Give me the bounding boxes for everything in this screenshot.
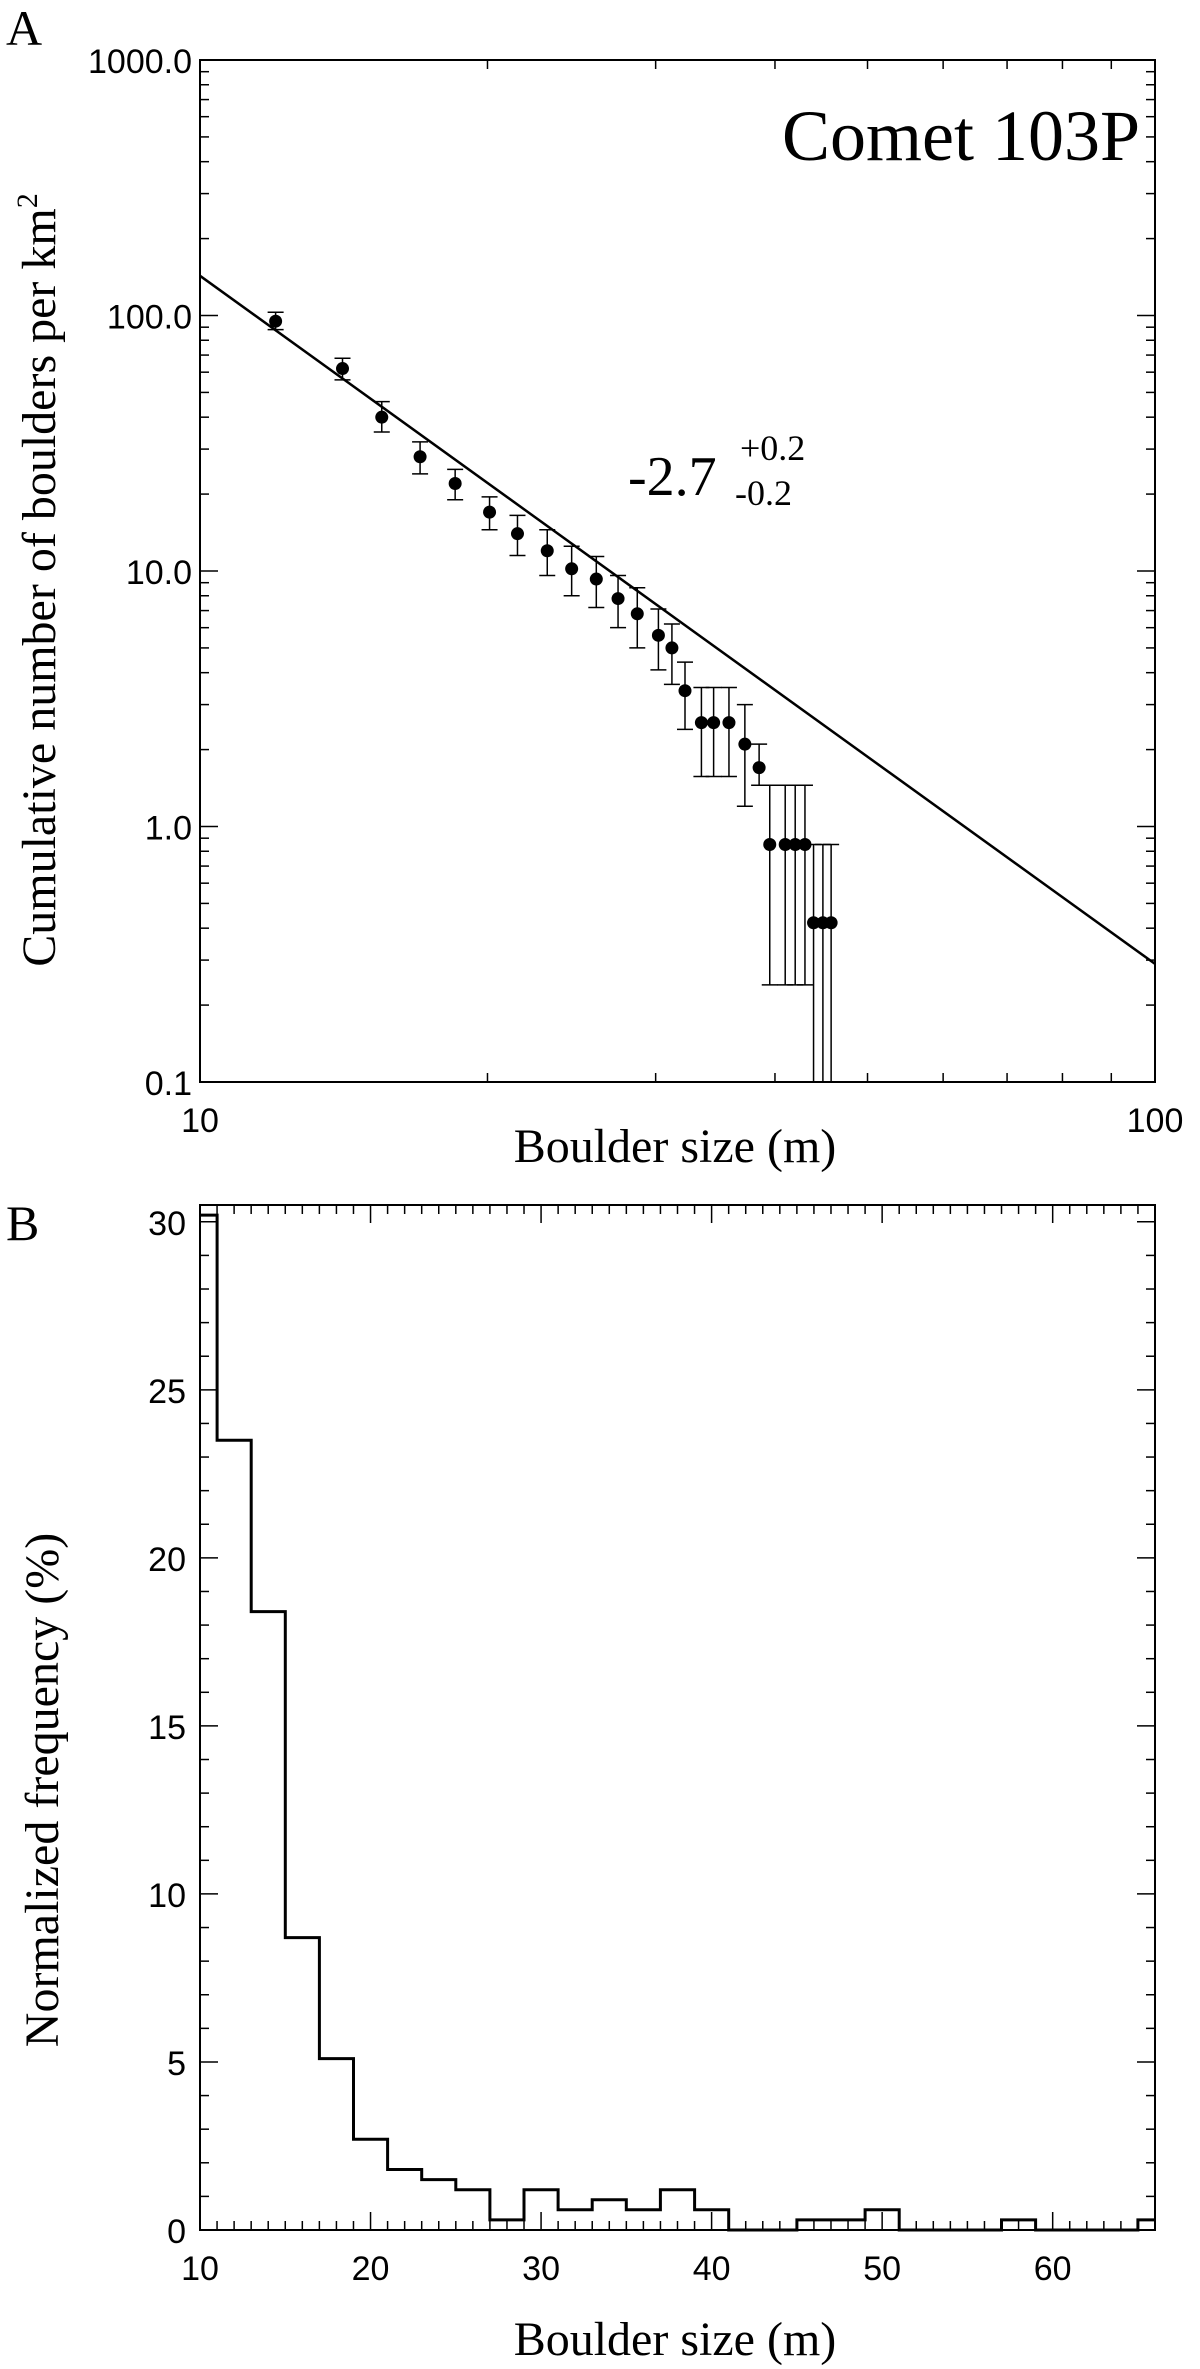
- histogram-bar: [217, 1440, 251, 2230]
- data-point: [807, 916, 821, 930]
- x-tick-label-a: 10: [181, 1102, 219, 1140]
- data-point: [678, 684, 692, 698]
- fit-annotation: -2.7 +0.2 -0.2: [628, 428, 805, 513]
- chart-title: Comet 103P: [782, 96, 1140, 176]
- y-tick-label-b: 25: [148, 1373, 186, 1411]
- data-point: [824, 916, 838, 930]
- data-point: [665, 641, 679, 655]
- data-point: [483, 505, 497, 519]
- data-point: [589, 572, 603, 586]
- data-point: [763, 838, 777, 852]
- data-point: [611, 592, 625, 606]
- x-tick-label-b: 40: [693, 2250, 731, 2288]
- y-tick-label-a: 1000.0: [88, 43, 192, 81]
- data-point: [738, 737, 752, 751]
- y-tick-label-a: 10.0: [126, 554, 192, 592]
- data-point: [510, 527, 524, 541]
- x-axis-label-a: Boulder size (m): [514, 1120, 837, 1173]
- y-axis-label-a-superscript: 2: [11, 193, 44, 208]
- plot-frame-a: [199, 59, 1156, 1083]
- data-point: [540, 544, 554, 558]
- y-tick-label-b: 10: [148, 1877, 186, 1915]
- histogram-bar: [1138, 2220, 1155, 2230]
- fit-minus-error: -0.2: [735, 473, 792, 513]
- svg-text:Cumulative number of boulders: Cumulative number of boulders per km2: [11, 193, 66, 967]
- x-tick-label-b: 60: [1034, 2250, 1072, 2288]
- data-point: [707, 716, 721, 730]
- panel-a-label: A: [6, 0, 42, 56]
- panel-a-chart: A Comet 103P Cumulative number of boulde…: [6, 0, 1183, 1173]
- y-tick-label-b: 0: [167, 2213, 186, 2251]
- data-point: [565, 562, 579, 576]
- data-point: [336, 362, 350, 376]
- y-axis-label-a-text: Cumulative number of boulders per km: [13, 208, 66, 967]
- data-point: [269, 314, 283, 328]
- fit-slope-value: -2.7: [628, 446, 717, 508]
- histogram-bar: [285, 1938, 319, 2230]
- y-axis-label-a: Cumulative number of boulders per km2: [11, 193, 66, 967]
- data-point: [694, 716, 708, 730]
- data-point: [778, 838, 792, 852]
- y-axis-label-b: Normalized frequency (%): [16, 1533, 69, 2047]
- data-point: [752, 761, 766, 775]
- x-tick-label-b: 10: [181, 2250, 219, 2288]
- histogram-bar: [319, 2059, 353, 2230]
- data-point: [448, 477, 462, 491]
- x-tick-label-a: 100: [1127, 1102, 1184, 1140]
- fit-plus-error: +0.2: [740, 428, 805, 468]
- y-tick-label-b: 30: [148, 1205, 186, 1243]
- x-axis-label-b: Boulder size (m): [514, 2313, 837, 2366]
- fit-line: [199, 274, 1156, 965]
- y-tick-label-a: 100.0: [107, 299, 192, 337]
- data-point: [651, 628, 665, 642]
- data-point: [413, 450, 427, 464]
- plot-frame-b: [199, 1204, 1156, 2231]
- data-point: [788, 838, 802, 852]
- y-tick-label-b: 20: [148, 1541, 186, 1579]
- x-tick-label-b: 30: [522, 2250, 560, 2288]
- x-tick-label-b: 20: [352, 2250, 390, 2288]
- histogram-bar: [388, 2170, 422, 2230]
- y-tick-label-b: 15: [148, 1709, 186, 1747]
- data-point: [375, 410, 389, 424]
- data-point: [630, 607, 644, 621]
- y-tick-label-a: 1.0: [145, 810, 192, 848]
- histogram-bar: [251, 1612, 285, 2230]
- panel-b-chart: B Normalized frequency (%) Boulder size …: [6, 1195, 1156, 2366]
- y-tick-label-b: 5: [167, 2045, 186, 2083]
- data-point: [798, 838, 812, 852]
- histogram-outline: [200, 1213, 1155, 2232]
- panel-b-label: B: [6, 1195, 39, 1251]
- histogram-bar: [200, 1215, 217, 2230]
- y-tick-label-a: 0.1: [145, 1065, 192, 1103]
- data-point: [722, 716, 736, 730]
- x-tick-label-b: 50: [863, 2250, 901, 2288]
